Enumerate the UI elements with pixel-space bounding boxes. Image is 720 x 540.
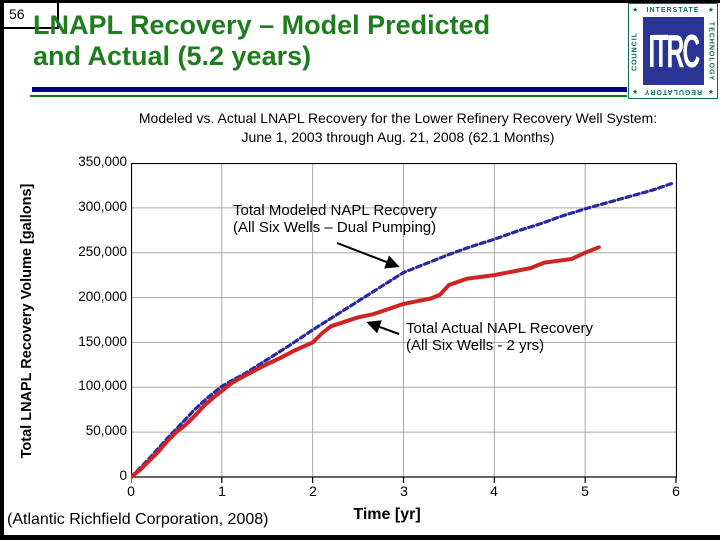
actual-annotation-line1: Total Actual NAPL Recovery xyxy=(406,320,594,337)
actual-annotation-line2: (All Six Wells - 2 yrs) xyxy=(406,337,545,354)
logo-word-technology: TECHNOLOGY xyxy=(707,21,715,82)
y-tick-label: 100,000 xyxy=(78,378,127,393)
slide-number: 56 xyxy=(9,6,25,22)
slide-title: LNAPL Recovery – Model Predicted and Act… xyxy=(33,10,623,72)
title-rule-green xyxy=(30,95,627,97)
modeled-arrow xyxy=(336,242,400,269)
source-caption: (Atlantic Richfield Corporation, 2008) xyxy=(7,511,269,528)
x-tick-label: 2 xyxy=(309,483,317,499)
y-axis-label: Total LNAPL Recovery Volume [gallons] xyxy=(19,183,35,459)
x-tick-label: 1 xyxy=(218,483,226,499)
y-tick-label: 0 xyxy=(119,468,127,483)
actual-series-annotation: Total Actual NAPL Recovery (All Six Well… xyxy=(406,320,593,354)
chart-title-line1: Modeled vs. Actual LNAPL Recovery for th… xyxy=(138,110,658,126)
y-tick-label: 50,000 xyxy=(85,423,127,438)
slide-title-line2: and Actual (5.2 years) xyxy=(33,41,312,71)
plot-border xyxy=(130,162,678,478)
y-tick-label: 150,000 xyxy=(78,334,127,349)
logo-word-regulatory: REGULATORY xyxy=(643,88,703,95)
x-tick-label: 6 xyxy=(672,483,680,499)
slide-number-box: 56 xyxy=(4,3,59,29)
title-rule-navy xyxy=(32,87,627,92)
y-tick-label: 250,000 xyxy=(78,244,127,259)
x-tick-label: 5 xyxy=(581,483,589,499)
gridlines xyxy=(131,163,676,477)
itrc-logo-mark: ITRC xyxy=(643,17,704,85)
slide-title-line1: LNAPL Recovery – Model Predicted xyxy=(33,10,491,40)
modeled-annotation-line1: Total Modeled NAPL Recovery xyxy=(233,202,437,219)
logo-star-icon: ★ xyxy=(707,7,714,14)
x-tick-label: 0 xyxy=(127,483,135,499)
modeled-annotation-line2: (All Six Wells – Dual Pumping) xyxy=(233,219,437,236)
y-tick-label: 350,000 xyxy=(78,154,127,169)
annotation-arrows xyxy=(336,242,400,335)
y-tick-label: 200,000 xyxy=(78,289,127,304)
y-tick-label: 300,000 xyxy=(78,199,127,214)
itrc-logo: ★ ★ ★ ★ INTERSTATE TECHNOLOGY REGULATORY… xyxy=(628,3,718,99)
logo-word-council: COUNCIL xyxy=(631,32,639,71)
logo-star-icon: ★ xyxy=(632,89,639,96)
chart-canvas xyxy=(129,162,678,483)
plot-area xyxy=(129,162,678,490)
logo-star-icon: ★ xyxy=(707,89,714,96)
x-axis-label: Time [yr] xyxy=(353,506,421,523)
logo-word-interstate: INTERSTATE xyxy=(646,7,700,14)
logo-star-icon: ★ xyxy=(632,7,639,14)
axis-ticks xyxy=(130,477,677,483)
chart-title: Modeled vs. Actual LNAPL Recovery for th… xyxy=(78,109,718,147)
modeled-series-annotation: Total Modeled NAPL Recovery (All Six Wel… xyxy=(233,202,437,236)
chart-title-line2: June 1, 2003 through Aug. 21, 2008 (62.1… xyxy=(241,129,555,145)
itrc-logo-text: ITRC xyxy=(648,23,700,78)
x-tick-label: 3 xyxy=(400,483,408,499)
actual-arrow xyxy=(366,320,400,335)
x-tick-label: 4 xyxy=(490,483,498,499)
data-series xyxy=(129,182,674,479)
